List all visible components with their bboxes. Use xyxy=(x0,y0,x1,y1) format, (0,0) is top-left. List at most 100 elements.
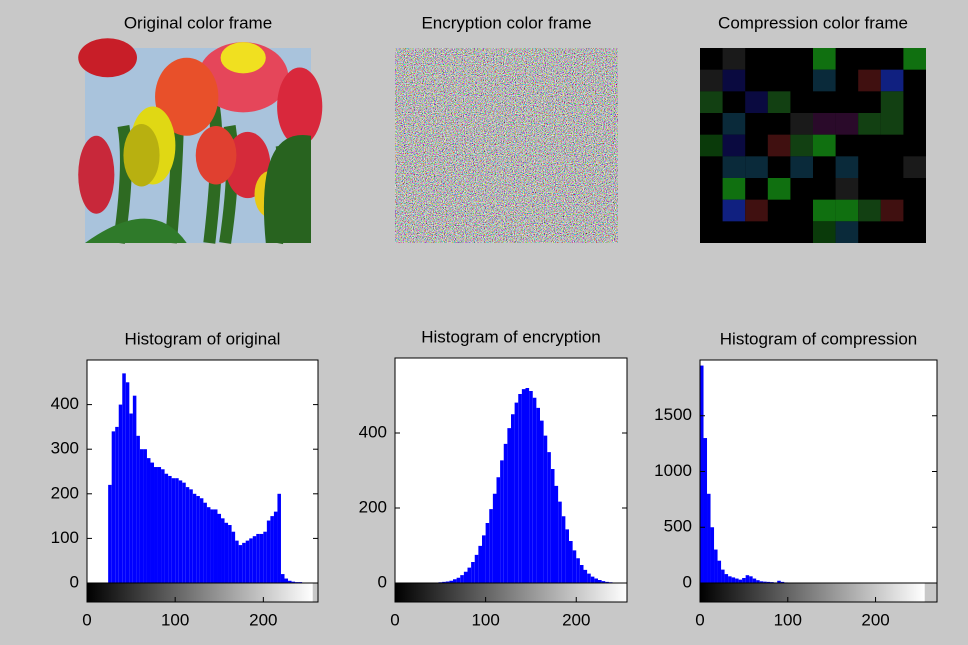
bar xyxy=(591,577,595,583)
bar xyxy=(270,516,274,583)
block xyxy=(700,135,723,157)
bar xyxy=(573,550,577,583)
bar xyxy=(587,574,591,583)
bar xyxy=(232,532,236,583)
block xyxy=(723,200,746,222)
block xyxy=(836,178,859,200)
bar xyxy=(165,474,169,583)
y-tick-label: 300 xyxy=(51,439,79,458)
bar xyxy=(112,431,116,583)
petal xyxy=(196,126,237,185)
y-tick-label: 400 xyxy=(359,422,387,441)
bar xyxy=(746,575,750,583)
x-tick-label: 100 xyxy=(471,610,499,629)
x-tick-label: 100 xyxy=(161,610,189,629)
block xyxy=(836,221,859,243)
bar xyxy=(482,535,486,583)
bar xyxy=(196,496,200,583)
block xyxy=(881,91,904,113)
axes-title: Histogram of compression xyxy=(720,329,917,348)
bar xyxy=(518,394,522,583)
bar xyxy=(263,532,267,583)
bar xyxy=(277,494,281,583)
bar xyxy=(540,421,544,583)
bar xyxy=(154,467,158,583)
bar xyxy=(460,575,464,583)
y-tick-label: 0 xyxy=(70,572,79,591)
bar xyxy=(150,463,154,583)
bar xyxy=(497,477,501,583)
block xyxy=(745,156,768,178)
bar xyxy=(735,579,739,583)
bar xyxy=(507,428,511,583)
bar xyxy=(551,469,555,583)
bar xyxy=(576,558,580,583)
bar xyxy=(753,579,757,583)
bar xyxy=(136,436,140,583)
y-tick-label: 400 xyxy=(51,394,79,413)
bar xyxy=(235,541,239,583)
block xyxy=(903,48,926,70)
figure: Original color frameEncryption color fra… xyxy=(0,0,968,645)
block xyxy=(836,156,859,178)
bar xyxy=(129,414,133,583)
y-tick-label: 100 xyxy=(51,528,79,547)
bar xyxy=(700,366,704,583)
bar xyxy=(728,576,732,583)
block xyxy=(836,113,859,135)
bar xyxy=(274,512,278,583)
bar xyxy=(562,516,566,583)
bar xyxy=(182,483,186,583)
x-tick-label: 0 xyxy=(390,610,399,629)
x-tick-label: 200 xyxy=(249,610,277,629)
bar xyxy=(714,550,718,583)
bar xyxy=(475,555,479,583)
block xyxy=(858,70,881,92)
bar xyxy=(189,489,193,583)
bar xyxy=(515,403,519,583)
bar xyxy=(168,476,172,583)
bar xyxy=(739,580,743,583)
block xyxy=(881,200,904,222)
bar xyxy=(133,396,137,583)
bar xyxy=(565,529,569,583)
bar xyxy=(555,486,559,583)
x-tick-label: 100 xyxy=(774,610,802,629)
bar xyxy=(119,405,123,583)
y-tick-label: 0 xyxy=(683,572,692,591)
block xyxy=(813,48,836,70)
bar xyxy=(732,577,736,583)
colorbar xyxy=(395,583,627,602)
y-tick-label: 200 xyxy=(359,497,387,516)
block xyxy=(723,178,746,200)
bar xyxy=(143,449,147,583)
bar xyxy=(126,382,130,583)
bar xyxy=(725,574,729,583)
axes-title: Histogram of encryption xyxy=(421,327,601,346)
block xyxy=(813,200,836,222)
bar xyxy=(464,572,468,583)
bar xyxy=(214,509,218,583)
bar xyxy=(468,568,472,583)
block xyxy=(700,70,723,92)
y-tick-label: 500 xyxy=(664,517,692,536)
bar xyxy=(500,460,504,583)
bar xyxy=(260,534,264,583)
axes-title: Histogram of original xyxy=(125,329,281,348)
block xyxy=(723,156,746,178)
block xyxy=(723,70,746,92)
bar xyxy=(284,579,288,583)
image xyxy=(78,38,322,243)
bar xyxy=(478,546,482,583)
block xyxy=(813,221,836,243)
bar xyxy=(253,536,257,583)
x-tick-label: 0 xyxy=(695,610,704,629)
bar xyxy=(493,494,497,583)
block xyxy=(768,178,791,200)
bar xyxy=(249,538,253,583)
bar xyxy=(511,414,515,583)
bar xyxy=(161,469,165,583)
petal xyxy=(123,124,159,186)
bar xyxy=(718,561,722,583)
block xyxy=(723,135,746,157)
